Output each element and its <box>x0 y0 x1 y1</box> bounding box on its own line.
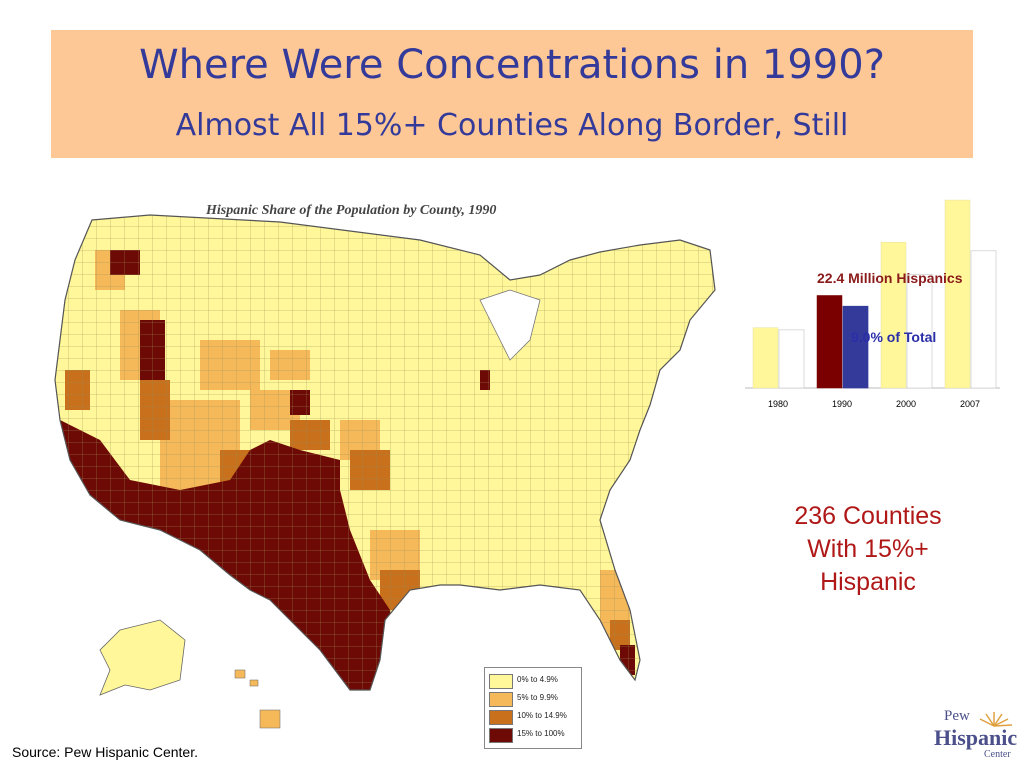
counties-note-line: With 15%+ <box>807 535 929 563</box>
legend-label: 0% to 4.9% <box>517 675 558 684</box>
logo-center: Center <box>984 749 1011 760</box>
bar-hispanic-population-2000 <box>880 241 907 389</box>
legend-item: 15% to 100% <box>489 728 577 743</box>
population-bar-chart: 1980 1990 2000 2007 <box>745 199 1000 409</box>
legend-swatch-10-15 <box>489 710 513 725</box>
title-band: Where Were Concentrations in 1990? Almos… <box>51 30 973 158</box>
x-tick-label: 1990 <box>832 399 852 409</box>
slide-subtitle: Almost All 15%+ Counties Along Border, S… <box>175 108 849 143</box>
logo-hispanic: Hispanic <box>934 725 1018 750</box>
slide-title: Where Were Concentrations in 1990? <box>139 42 885 88</box>
legend-swatch-5-10 <box>489 692 513 707</box>
pew-hispanic-logo: Pew Hispanic Center <box>924 704 1020 764</box>
us-county-map <box>54 214 716 729</box>
legend-item: 5% to 9.9% <box>489 692 577 707</box>
legend-label: 5% to 9.9% <box>517 693 558 702</box>
alaska-inset <box>99 619 186 696</box>
great-lakes <box>479 289 541 361</box>
legend-swatch-0-5 <box>489 674 513 689</box>
bar-hispanic-population-1980 <box>752 327 779 389</box>
legend-item: 10% to 14.9% <box>489 710 577 725</box>
map-title: Hispanic Share of the Population by Coun… <box>206 203 497 218</box>
bar-hispanic-share-1980 <box>778 329 805 389</box>
legend-label: 10% to 14.9% <box>517 711 567 720</box>
map-legend: 0% to 4.9% 5% to 9.9% 10% to 14.9% 15% t… <box>484 667 582 749</box>
bar-hispanic-share-2007 <box>970 250 997 389</box>
counties-note-line: 236 Counties <box>794 502 942 530</box>
hawaii-inset <box>234 669 281 729</box>
bar-hispanic-share-1990 <box>842 305 869 389</box>
x-tick-label: 1980 <box>768 399 788 409</box>
bar-hispanic-share-2000 <box>906 274 933 389</box>
bar-hispanic-population-1990 <box>816 295 843 389</box>
x-tick-label: 2007 <box>960 399 980 409</box>
logo-pew: Pew <box>944 708 970 724</box>
legend-label: 15% to 100% <box>517 729 565 738</box>
callout-share: 9.0% of Total <box>851 329 937 345</box>
counties-note: 236 Counties With 15%+ Hispanic <box>760 500 976 599</box>
x-tick-label: 2000 <box>896 399 916 409</box>
legend-item: 0% to 4.9% <box>489 674 577 689</box>
counties-note-line: Hispanic <box>820 568 916 596</box>
source-note: Source: Pew Hispanic Center. <box>12 744 198 760</box>
callout-hispanics: 22.4 Million Hispanics <box>817 270 963 286</box>
legend-swatch-15-100 <box>489 728 513 743</box>
sunburst-icon <box>979 712 1013 727</box>
bar-hispanic-population-2007 <box>944 199 971 389</box>
